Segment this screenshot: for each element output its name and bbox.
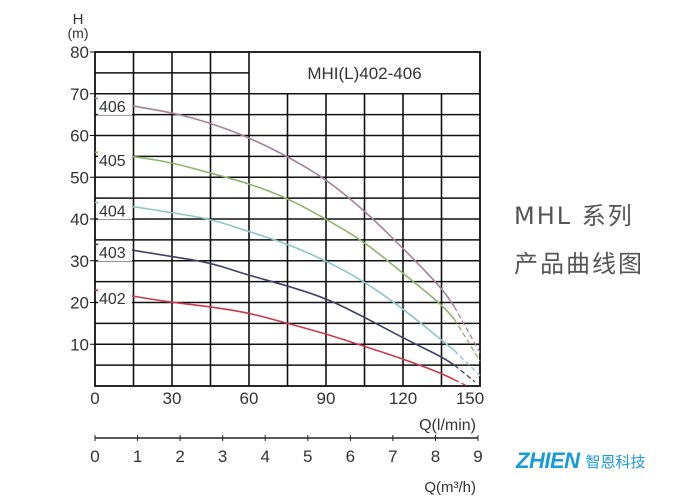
x2-tick-label: 2 [175, 447, 184, 466]
x-axis-label: Q(l/min) [419, 417, 476, 434]
curve-402 [94, 289, 455, 381]
curve-405-extension [453, 318, 481, 362]
series-title: MHL 系列 [514, 202, 634, 230]
curve-406-extension [453, 306, 481, 353]
logo-text-en: ZHIEN [516, 448, 580, 473]
curve-label-403: 403 [99, 245, 126, 262]
x-tick-label: 150 [456, 389, 484, 408]
curve-label-bg [98, 202, 132, 220]
x2-tick-label: 7 [388, 447, 397, 466]
y-axis-unit: (m) [68, 25, 89, 41]
curve-402-extension [454, 379, 468, 387]
company-logo: ZHIEN 智恩科技 [516, 448, 646, 474]
curve-404 [94, 201, 455, 352]
x2-axis-label: Q(m³/h) [424, 479, 476, 496]
x2-tick-label: 1 [133, 447, 142, 466]
curve-403-extension [453, 364, 476, 383]
y-tick-label: 20 [70, 294, 89, 313]
series-subtitle: 产品曲线图 [514, 250, 644, 278]
curve-404-extension [453, 350, 481, 377]
curve-label-bg [98, 152, 132, 170]
x2-tick-label: 8 [431, 447, 440, 466]
curve-403 [94, 243, 455, 366]
curve-label-404: 404 [99, 203, 126, 220]
y-tick-label: 70 [70, 85, 89, 104]
y-tick-label: 50 [70, 168, 89, 187]
curve-label-405: 405 [99, 153, 126, 170]
curve-label-406: 406 [99, 99, 126, 116]
x2-tick-label: 3 [218, 447, 227, 466]
x-tick-label: 0 [90, 389, 99, 408]
x-tick-label: 60 [240, 389, 259, 408]
y-tick-label: 40 [70, 210, 89, 229]
logo-text-cn: 智恩科技 [585, 452, 646, 471]
x2-tick-label: 6 [346, 447, 355, 466]
y-tick-label: 30 [70, 252, 89, 271]
y-tick-label: 60 [70, 127, 89, 146]
x-tick-label: 90 [317, 389, 336, 408]
curve-405 [94, 151, 455, 320]
curve-label-bg [98, 244, 132, 262]
chart-title: MHI(L)402-406 [307, 64, 421, 83]
curve-406 [94, 97, 455, 308]
x2-tick-label: 0 [90, 447, 99, 466]
x-tick-label: 120 [389, 389, 417, 408]
y-tick-label: 80 [70, 43, 89, 62]
curve-label-bg [98, 97, 132, 115]
y-axis-label: H [73, 11, 84, 28]
x2-tick-label: 9 [473, 447, 482, 466]
y-tick-label: 10 [70, 335, 89, 354]
x-tick-label: 30 [163, 389, 182, 408]
curve-label-402: 402 [99, 291, 126, 308]
x2-tick-label: 5 [303, 447, 312, 466]
curve-label-bg [98, 289, 132, 307]
x2-tick-label: 4 [260, 447, 269, 466]
